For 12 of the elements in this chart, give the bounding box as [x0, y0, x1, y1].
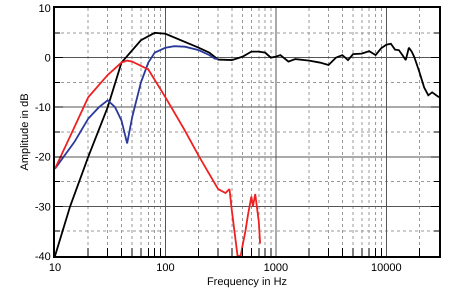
y-tick-label: 10 — [38, 2, 51, 15]
y-tick-label: -20 — [34, 152, 51, 164]
x-tick-label: 1000 — [264, 262, 288, 274]
y-axis-title: Amplitude in dB — [19, 93, 32, 171]
x-tick-label: 10000 — [371, 262, 402, 274]
y-tick-label: -40 — [34, 250, 51, 263]
y-tick-label: -10 — [34, 102, 51, 114]
y-tick-label: -30 — [34, 201, 51, 214]
x-tick-label: 10 — [48, 262, 62, 274]
x-tick-label: 100 — [156, 262, 175, 274]
x-axis-title: Frequency in Hz — [206, 276, 288, 288]
y-tick-label: 0 — [44, 52, 51, 64]
